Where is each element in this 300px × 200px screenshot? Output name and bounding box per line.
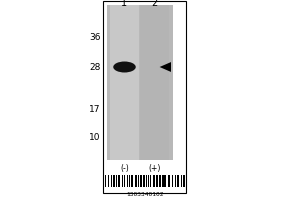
Bar — [129, 175, 130, 187]
Bar — [162, 175, 164, 187]
Text: 28: 28 — [89, 62, 100, 72]
Text: 1: 1 — [122, 0, 128, 8]
Bar — [140, 175, 142, 187]
Bar — [135, 175, 136, 187]
Bar — [108, 175, 109, 187]
Bar — [143, 175, 145, 187]
Bar — [127, 175, 128, 187]
Text: 17: 17 — [89, 105, 100, 114]
Bar — [153, 175, 155, 187]
Bar — [146, 175, 147, 187]
Bar — [148, 175, 149, 187]
Text: 2: 2 — [152, 0, 158, 8]
Bar — [106, 5, 172, 160]
Bar — [140, 5, 169, 160]
Bar — [150, 175, 151, 187]
Bar — [131, 175, 133, 187]
Bar — [183, 175, 184, 187]
Bar — [105, 175, 106, 187]
Bar — [164, 175, 166, 187]
Text: (-): (-) — [120, 164, 129, 173]
Bar — [110, 5, 139, 160]
Text: 36: 36 — [89, 32, 100, 42]
Bar — [159, 175, 161, 187]
Bar — [111, 175, 112, 187]
Bar — [181, 175, 182, 187]
Bar — [113, 175, 115, 187]
Bar — [118, 175, 120, 187]
Bar — [122, 175, 123, 187]
Bar — [138, 175, 139, 187]
Polygon shape — [160, 62, 171, 72]
Bar — [156, 175, 158, 187]
Bar — [175, 175, 176, 187]
Text: 1303340102: 1303340102 — [126, 192, 164, 197]
Text: 10: 10 — [89, 132, 100, 142]
Bar — [116, 175, 117, 187]
Bar — [172, 175, 173, 187]
Bar — [124, 175, 125, 187]
Bar — [177, 175, 179, 187]
Bar — [103, 1, 186, 193]
Text: (+): (+) — [148, 164, 161, 173]
Bar — [168, 175, 169, 187]
Ellipse shape — [113, 62, 136, 72]
